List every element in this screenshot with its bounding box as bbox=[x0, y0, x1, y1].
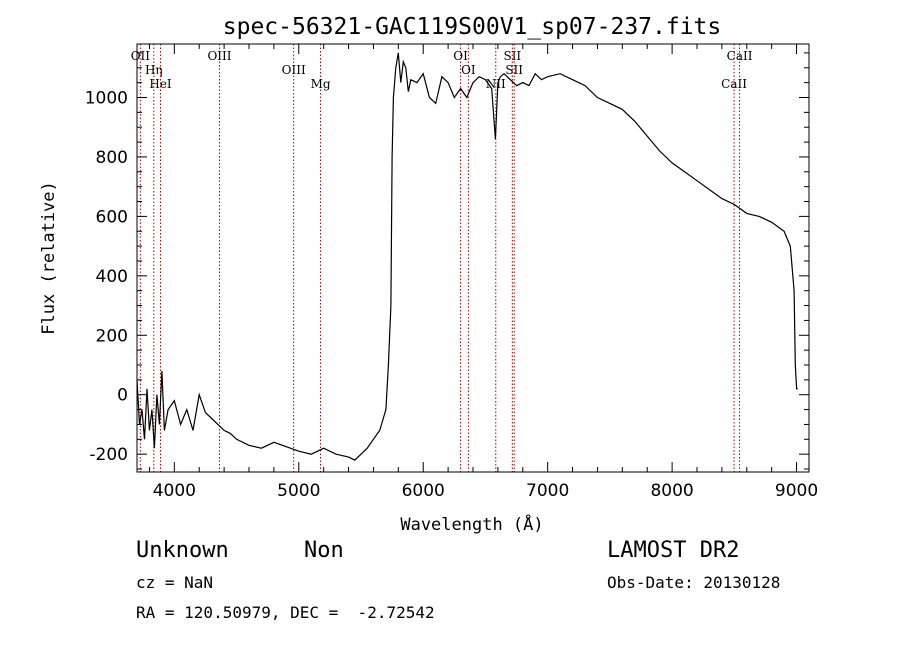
y-tick-label: 200 bbox=[96, 326, 128, 346]
x-tick-label: 4000 bbox=[153, 481, 196, 501]
plot-frame bbox=[136, 43, 810, 473]
emission-line-label: OIII bbox=[207, 49, 231, 63]
emission-line-label: Mg bbox=[311, 77, 331, 91]
axis-ticks: 4000 5000 6000 7000 8000 9000 -200 0 200 400 600 80… bbox=[85, 44, 818, 501]
y-tick-label: 400 bbox=[96, 267, 128, 287]
emission-line-label: HeI bbox=[149, 77, 172, 91]
x-tick-label: 6000 bbox=[402, 481, 445, 501]
y-tick-label: 0 bbox=[117, 386, 128, 406]
y-axis-label: Flux (relative) bbox=[39, 181, 59, 335]
emission-line-label: OI bbox=[461, 63, 476, 77]
survey-label: LAMOST DR2 bbox=[607, 538, 740, 563]
series-layer bbox=[136, 52, 798, 461]
class-label: Unknown bbox=[136, 538, 229, 563]
redshift-label: cz = NaN bbox=[136, 573, 214, 592]
x-tick-label: 5000 bbox=[277, 481, 320, 501]
y-tick-label: 800 bbox=[96, 148, 128, 168]
emission-line-label: OI bbox=[453, 49, 468, 63]
x-tick-label: 8000 bbox=[650, 481, 693, 501]
emission-line-label: SII bbox=[505, 63, 523, 77]
y-tick-label: 600 bbox=[96, 207, 128, 227]
emission-line-label: SII bbox=[503, 49, 521, 63]
emission-line-label: CaII bbox=[727, 49, 753, 63]
emission-line-label: CaII bbox=[721, 77, 747, 91]
y-tick-label: -200 bbox=[89, 445, 128, 465]
emission-line-label: OII bbox=[131, 49, 151, 63]
emission-line-label: OIII bbox=[282, 63, 306, 77]
x-axis-label: Wavelength (Å) bbox=[400, 513, 543, 535]
coordinates-label: RA = 120.50979, DEC = -2.72542 bbox=[136, 603, 435, 622]
emission-line-label: Hη bbox=[145, 63, 163, 77]
chart-title: spec-56321-GAC119S00V1_sp07-237.fits bbox=[223, 14, 722, 40]
y-tick-label: 1000 bbox=[85, 89, 128, 109]
x-tick-label: 9000 bbox=[775, 481, 818, 501]
x-tick-label: 7000 bbox=[526, 481, 569, 501]
obs-date-label: Obs-Date: 20130128 bbox=[607, 573, 781, 592]
spectrum-series-line bbox=[136, 52, 798, 461]
subclass-label: Non bbox=[304, 538, 344, 563]
